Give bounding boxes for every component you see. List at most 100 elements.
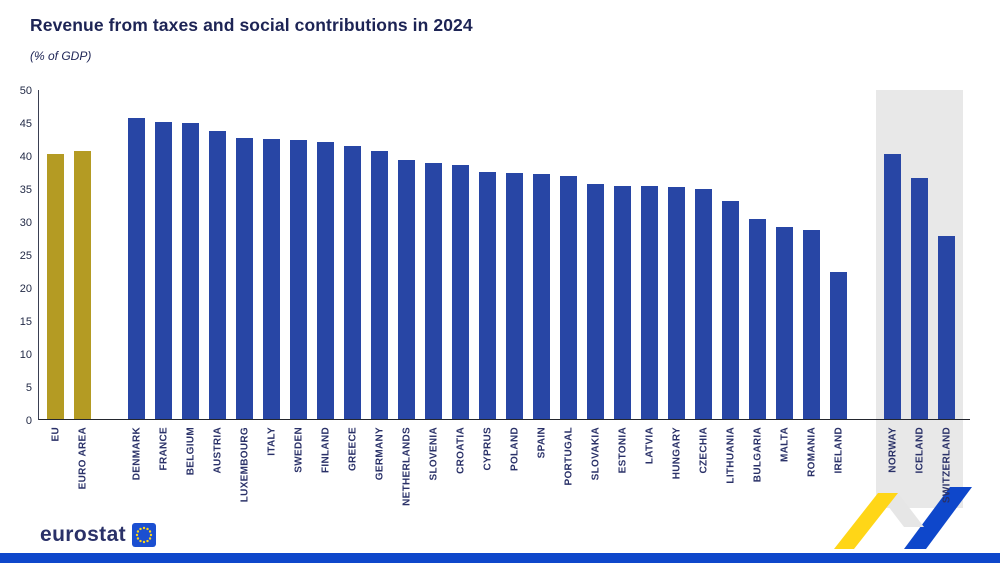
bar-czechia [695,189,712,420]
y-axis-tick-0: 0 [25,415,32,427]
bar-label-hungary: HUNGARY [671,427,682,480]
bar-label-germany: GERMANY [374,427,385,481]
bar-cell-bulgaria: BULGARIA [749,90,766,482]
bar-cell-estonia: ESTONIA [614,90,631,473]
eurostat-logo: eurostat [40,523,157,547]
chart-subtitle: (% of GDP) [30,49,92,63]
bottom-accent-strip [0,553,1000,563]
bar-label-switzerland: SWITZERLAND [941,427,952,504]
bar-label-spain: SPAIN [536,427,547,459]
bar-label-greece: GREECE [347,427,358,472]
bar-cell-denmark: DENMARK [128,90,145,480]
bar-denmark [128,117,145,420]
bar-spain [533,173,550,420]
bar-eu [47,154,64,420]
bar-label-malta: MALTA [779,427,790,463]
y-axis-tick-45: 45 [19,118,32,130]
bar-cell-sweden: SWEDEN [290,90,307,473]
bar-luxembourg [236,138,253,420]
bar-slovakia [587,183,604,420]
bar-norway [884,154,901,420]
bar-cell-eu: EU [47,90,64,442]
bar-romania [803,229,820,420]
bar-estonia [614,185,631,420]
bar-label-ireland: IRELAND [833,427,844,474]
eurostat-logo-text: eurostat [40,523,127,546]
bar-group-eu-countries: DENMARK FRANCE BELGIUM AUSTRIA LUXEMBOURG ITA… [128,90,847,506]
bar-cell-luxembourg: LUXEMBOURG [236,90,253,502]
bar-cell-belgium: BELGIUM [182,90,199,475]
bar-label-cyprus: CYPRUS [482,427,493,471]
bar-cell-poland: POLAND [506,90,523,471]
bar-cell-ireland: IRELAND [830,90,847,474]
bar-lithuania [722,200,739,420]
y-axis-tick-35: 35 [19,184,32,196]
bar-label-estonia: ESTONIA [617,427,628,474]
bar-croatia [452,165,469,420]
bar-cell-portugal: PORTUGAL [560,90,577,486]
bar-bulgaria [749,218,766,420]
y-axis-tick-5: 5 [25,382,32,394]
bar-group-efta-countries: NORWAY ICELAND SWITZERLAND [884,90,955,503]
bar-label-sweden: SWEDEN [293,427,304,473]
y-axis-tick-30: 30 [19,217,32,229]
bar-switzerland [938,235,955,420]
bar-portugal [560,175,577,420]
bar-cell-slovakia: SLOVAKIA [587,90,604,480]
y-axis-tick-40: 40 [19,151,32,163]
bar-label-iceland: ICELAND [914,427,925,474]
bar-cyprus [479,171,496,420]
y-axis-tick-15: 15 [19,316,32,328]
bar-cell-germany: GERMANY [371,90,388,480]
bar-cell-norway: NORWAY [884,90,901,473]
bar-cell-france: FRANCE [155,90,172,470]
y-axis-tick-10: 10 [19,349,32,361]
bar-france [155,121,172,420]
bar-latvia [641,185,658,420]
bar-hungary [668,187,685,420]
bar-cell-latvia: LATVIA [641,90,658,464]
decorative-ribbon [834,487,972,549]
bar-germany [371,150,388,420]
bar-label-france: FRANCE [158,427,169,471]
bar-ireland [830,272,847,420]
bar-malta [776,227,793,420]
bar-cell-iceland: ICELAND [911,90,928,474]
bar-belgium [182,123,199,420]
bar-netherlands [398,160,415,420]
bar-label-poland: POLAND [509,427,520,472]
bar-cell-greece: GREECE [344,90,361,471]
bar-cell-netherlands: NETHERLANDS [398,90,415,506]
bar-group-eu-aggregates: EU EURO AREA [47,90,91,489]
bar-label-croatia: CROATIA [455,427,466,474]
bar-cell-hungary: HUNGARY [668,90,685,479]
plot-area: 0 5 10 15 20 25 30 35 40 45 50 EU EURO AREA DENMARK F… [20,85,970,508]
bar-iceland [911,177,928,420]
bar-label-slovakia: SLOVAKIA [590,427,601,481]
bar-finland [317,142,334,420]
bar-label-luxembourg: LUXEMBOURG [239,427,250,503]
bar-sweden [290,140,307,420]
bar-italy [263,138,280,420]
bar-cell-italy: ITALY [263,90,280,456]
bar-label-netherlands: NETHERLANDS [401,427,412,506]
bar-poland [506,173,523,420]
bar-cell-malta: MALTA [776,90,793,462]
bar-label-italy: ITALY [266,427,277,456]
bar-cell-switzerland: SWITZERLAND [938,90,955,503]
bar-label-portugal: PORTUGAL [563,427,574,486]
bar-label-bulgaria: BULGARIA [752,427,763,483]
bar-slovenia [425,163,442,420]
y-axis-tick-50: 50 [19,85,32,97]
chart-title: Revenue from taxes and social contributi… [30,15,473,35]
bar-cell-cyprus: CYPRUS [479,90,496,470]
bar-label-euro-area: EURO AREA [77,427,88,490]
bar-label-lithuania: LITHUANIA [725,427,736,484]
bar-label-romania: ROMANIA [806,427,817,477]
bar-label-belgium: BELGIUM [185,427,196,476]
bar-label-czechia: CZECHIA [698,427,709,474]
bar-label-austria: AUSTRIA [212,427,223,474]
bar-label-eu: EU [50,427,61,442]
bar-label-slovenia: SLOVENIA [428,427,439,481]
